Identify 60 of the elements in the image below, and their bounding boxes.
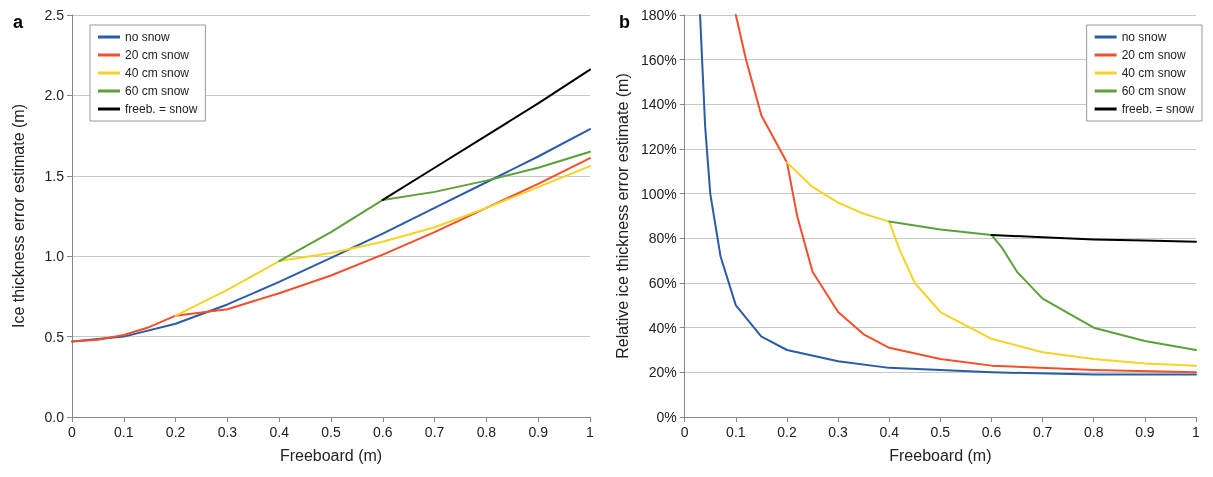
line-series <box>174 165 591 317</box>
legend-label: 40 cm snow <box>1121 66 1186 80</box>
x-tick-label: 0.5 <box>321 424 341 440</box>
y-tick-label: 140% <box>640 96 677 113</box>
y-tick-label: 120% <box>640 141 677 157</box>
x-tick-label: 0 <box>680 424 689 440</box>
legend-label: freeb. = snow <box>125 102 198 116</box>
line-series <box>785 161 1197 367</box>
x-tick-label: 0.9 <box>1135 424 1155 440</box>
y-tick-label: 2.5 <box>44 7 65 23</box>
y-tick-label: 80% <box>648 230 677 247</box>
line-series <box>381 68 591 201</box>
legend-label: 20 cm snow <box>125 48 190 62</box>
x-tick-label: 1 <box>586 424 595 440</box>
x-axis-title: Freeboard (m) <box>279 446 383 464</box>
y-tick-label: 0.0 <box>44 409 65 425</box>
y-tick-label: 180% <box>640 7 677 23</box>
x-tick-label: 1 <box>1192 424 1201 440</box>
x-tick-label: 0.6 <box>981 424 1002 440</box>
y-axis-title: Ice thickness error estimate (m) <box>9 103 27 329</box>
x-tick-label: 0.4 <box>269 424 290 440</box>
x-tick-label: 0.6 <box>373 424 393 440</box>
y-tick-label: 2.0 <box>44 87 65 104</box>
line-series <box>278 150 591 263</box>
y-tick-label: 100% <box>640 185 677 202</box>
x-tick-label: 0.4 <box>879 424 900 440</box>
line-series <box>990 233 1197 243</box>
legend-label: 40 cm snow <box>125 66 190 80</box>
y-tick-label: 60% <box>648 275 677 291</box>
x-tick-label: 0 <box>68 424 77 440</box>
legend-label: 60 cm snow <box>1121 84 1186 98</box>
x-tick-label: 0.5 <box>930 424 951 440</box>
y-tick-label: 1.5 <box>44 167 65 184</box>
y-tick-label: 160% <box>640 51 677 68</box>
x-tick-label: 0.8 <box>476 424 497 440</box>
legend-label: 60 cm snow <box>125 84 190 98</box>
x-tick-label: 0.7 <box>1032 424 1053 440</box>
x-tick-label: 0.9 <box>528 424 549 440</box>
legend-label: freeb. = snow <box>1121 102 1195 116</box>
y-tick-label: 40% <box>648 319 677 336</box>
legend-label: no snow <box>125 30 171 44</box>
x-tick-label: 0.3 <box>828 424 849 440</box>
x-tick-label: 0.2 <box>777 424 797 440</box>
line-series <box>888 220 1197 351</box>
x-tick-label: 0.1 <box>726 424 746 440</box>
y-tick-label: 0% <box>656 409 677 425</box>
x-axis-title: Freeboard (m) <box>889 446 992 464</box>
y-tick-label: 0.5 <box>44 328 65 345</box>
x-tick-label: 0.2 <box>165 424 186 440</box>
chart-title: b <box>619 12 630 32</box>
legend-label: no snow <box>1121 30 1167 44</box>
y-tick-label: 20% <box>648 364 677 381</box>
x-tick-label: 0.7 <box>424 424 445 440</box>
x-tick-label: 0.3 <box>217 424 238 440</box>
chart-title: a <box>13 12 24 32</box>
x-tick-label: 0.8 <box>1084 424 1104 440</box>
legend-label: 20 cm snow <box>1121 48 1186 62</box>
y-tick-label: 1.0 <box>44 248 65 265</box>
y-axis-title: Relative ice thickness error estimate (m) <box>613 73 631 359</box>
x-tick-label: 0.1 <box>114 424 134 440</box>
